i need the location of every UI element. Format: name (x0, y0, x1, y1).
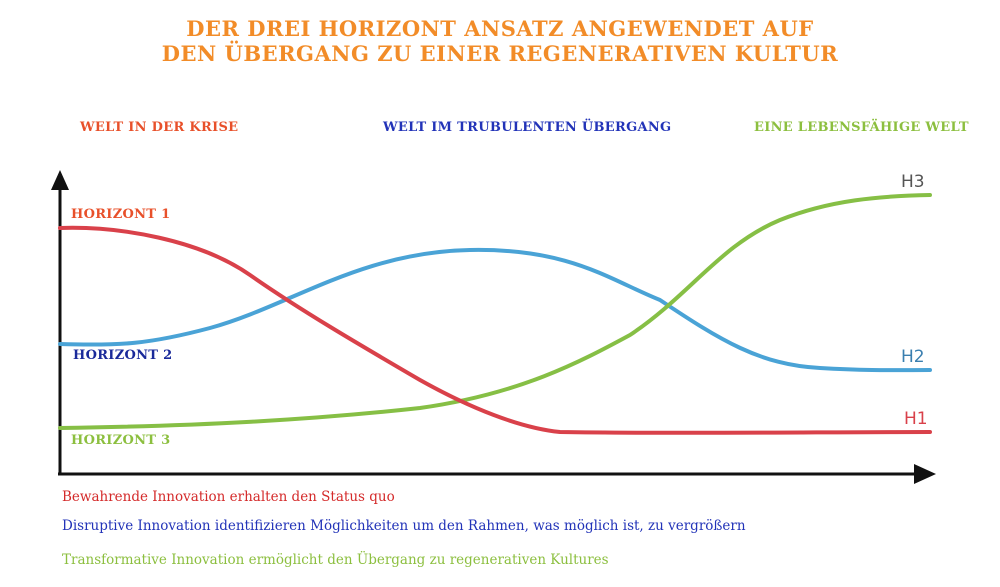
legend-item-transformative: Transformative Innovation ermöglicht den… (62, 552, 609, 568)
legend-item-sustaining: Bewahrende Innovation erhalten den Statu… (62, 489, 395, 505)
phase-label-crisis: WELT IN DER KRISE (80, 120, 239, 135)
phase-label-transition: WELT IM TRUBULENTEN ÜBERGANG (383, 120, 672, 135)
h1-end-label: H1 (904, 409, 928, 429)
horizon-3-curve (58, 193, 932, 430)
horizon-1-curve (58, 225, 932, 435)
horizon-3-label: HORIZONT 3 (71, 433, 171, 448)
title-line-1: DER DREI HORIZONT ANSATZ ANGEWENDET AUF (186, 16, 814, 41)
h2-end-label: H2 (901, 347, 925, 367)
legend-item-disruptive: Disruptive Innovation identifizieren Mög… (62, 518, 746, 534)
title-line-2: DEN ÜBERGANG ZU EINER REGENERATIVEN KULT… (161, 41, 839, 66)
horizon-2-curve (58, 247, 932, 373)
y-axis-arrowhead (51, 170, 69, 190)
x-axis-arrowhead (914, 464, 936, 484)
phase-label-viable: EINE LEBENSFÄHIGE WELT (754, 120, 969, 135)
diagram-title: DER DREI HORIZONT ANSATZ ANGEWENDET AUF … (0, 16, 1000, 66)
horizon-2-label: HORIZONT 2 (73, 348, 173, 363)
horizon-1-label: HORIZONT 1 (71, 207, 171, 222)
h3-end-label: H3 (901, 172, 925, 192)
